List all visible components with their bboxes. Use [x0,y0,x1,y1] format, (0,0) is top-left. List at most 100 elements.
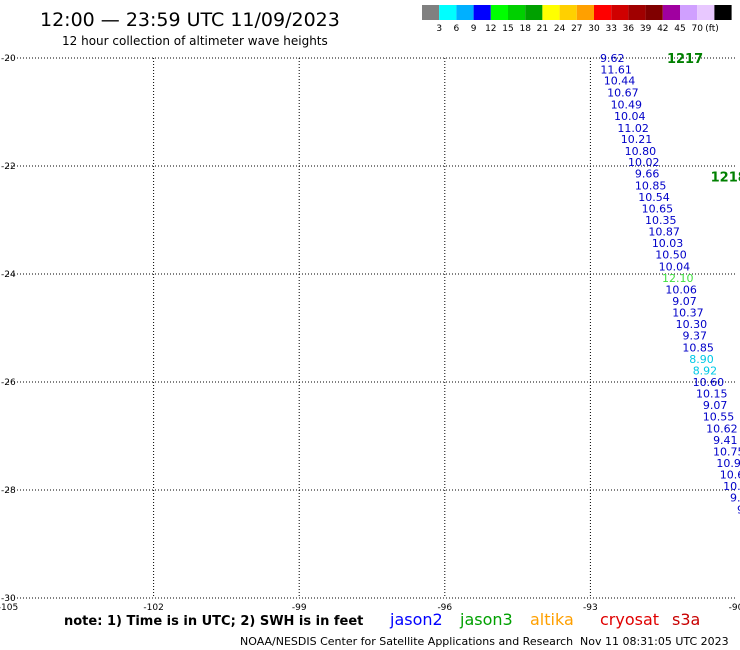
color-swatch [576,5,594,20]
x-tick-label: -96 [437,603,452,613]
wave-height-point: 10.04 [614,110,646,123]
colorbar-label: 30 [588,24,600,34]
color-swatch [542,5,560,20]
wave-height-point: 10.02 [628,156,660,169]
plot-grid [8,57,736,599]
satellite-legend: jason2 jason3 altika cryosat s3a [389,610,700,629]
color-swatch [559,5,577,20]
wave-height-point: 9.66 [635,168,660,181]
wave-height-point: 9.77 [730,492,740,505]
colorbar-label: 24 [554,24,566,34]
satellite-s3a: s3a [672,610,700,629]
wave-height-point: 9.07 [703,399,728,412]
satellite-altika: altika [530,610,574,629]
x-tick-label: -102 [143,603,163,613]
wave-height-point: 10.44 [604,75,636,88]
colorbar-label: 15 [502,24,513,34]
wave-height-point: 10.85 [682,341,714,354]
color-swatch [594,5,612,20]
colorbar-unit: (ft) [705,24,719,34]
y-axis-ticks: -20 -22 -24 -26 -28 -30 [1,54,16,604]
footer-credit: NOAA/NESDIS Center for Satellite Applica… [240,635,573,648]
wave-height-point: 10.55 [703,411,735,424]
wave-height-point: 10.50 [655,249,687,262]
colorbar-label: 27 [571,24,582,34]
time-annotations: 121712181219 [667,52,740,185]
color-swatch [525,5,543,20]
wave-height-point: 10.49 [611,98,643,111]
satellite-cryosat: cryosat [600,610,659,629]
chart-title: 12:00 — 23:59 UTC 11/09/2023 [40,9,340,31]
wave-height-point: 10.67 [607,87,639,100]
colorbar-label: 42 [657,24,668,34]
wave-height-point: 10.37 [672,306,704,319]
wave-height-point: 10.03 [652,237,684,250]
wave-height-point: 10.61 [723,480,740,493]
wave-height-point: 10.65 [642,203,674,216]
wave-height-labels: 9.6211.6110.4410.6710.4910.0411.0210.211… [600,52,740,516]
satellite-jason2: jason2 [389,610,443,629]
color-scale: 3 6 9 12 15 18 21 24 27 30 33 36 39 42 45 70 (ft) [422,5,732,34]
color-swatch [697,5,715,20]
wave-height-point: 10.62 [720,468,740,481]
color-swatch [422,5,440,20]
x-tick-label: -99 [292,603,307,613]
wave-height-point: 9.3 [737,503,740,516]
color-swatch [490,5,508,20]
wave-height-point: 9.41 [713,434,738,447]
color-swatch [645,5,663,20]
wave-height-point: 10.85 [635,179,667,192]
wave-height-point: 10.06 [665,284,697,297]
y-tick-label: -26 [1,378,16,388]
color-swatch [456,5,474,20]
wave-height-point: 10.99 [716,457,740,470]
wave-height-point: 10.30 [676,318,708,331]
x-tick-label: -93 [583,603,598,613]
chart-subtitle: 12 hour collection of altimeter wave hei… [62,34,328,48]
x-axis-ticks: -105 -102 -99 -96 -93 -90 [0,603,740,613]
x-tick-label: -90 [729,603,740,613]
color-swatch [628,5,646,20]
y-tick-label: -20 [1,54,16,64]
wave-height-point: 8.92 [693,365,718,378]
colorbar-label: 3 [436,24,442,34]
wave-height-point: 10.21 [621,133,653,146]
wave-height-point: 10.04 [659,260,691,273]
colorbar-label: 18 [519,24,531,34]
color-swatch [439,5,457,20]
wave-height-point: 10.87 [648,225,680,238]
colorbar-label: 45 [674,24,685,34]
wave-height-point: 10.35 [645,214,677,227]
color-swatch [473,5,491,20]
color-swatch [662,5,680,20]
wave-height-point: 10.80 [625,145,657,158]
satellite-jason3: jason3 [459,610,513,629]
wave-height-point: 11.61 [600,63,632,76]
wave-height-point: 9.62 [600,52,625,65]
footer-note: note: 1) Time is in UTC; 2) SWH is in fe… [64,614,363,629]
color-swatch [611,5,629,20]
wave-height-point: 10.62 [706,422,738,435]
y-tick-label: -22 [1,162,16,172]
colorbar-label: 21 [537,24,548,34]
colorbar-label: 33 [605,24,616,34]
color-swatch [714,5,732,20]
wave-height-point: 8.90 [689,353,714,366]
colorbar-label: 9 [471,24,477,34]
x-tick-label: -105 [0,603,18,613]
wave-height-point: 9.07 [672,295,697,308]
colorbar-label: 39 [640,24,652,34]
wave-height-point: 11.02 [617,122,649,135]
color-swatch [680,5,698,20]
wave-height-point: 10.60 [693,376,725,389]
wave-height-point: 10.54 [638,191,670,204]
colorbar-label: 36 [623,24,635,34]
time-annotation: 1217 [667,52,703,67]
wave-height-point: 10.75 [713,446,740,459]
y-tick-label: -30 [1,594,16,604]
footer-timestamp: Nov 11 08:31:05 UTC 2023 [580,635,729,648]
wave-height-point: 10.15 [696,387,728,400]
colorbar-label: 12 [485,24,496,34]
y-tick-label: -28 [1,486,16,496]
